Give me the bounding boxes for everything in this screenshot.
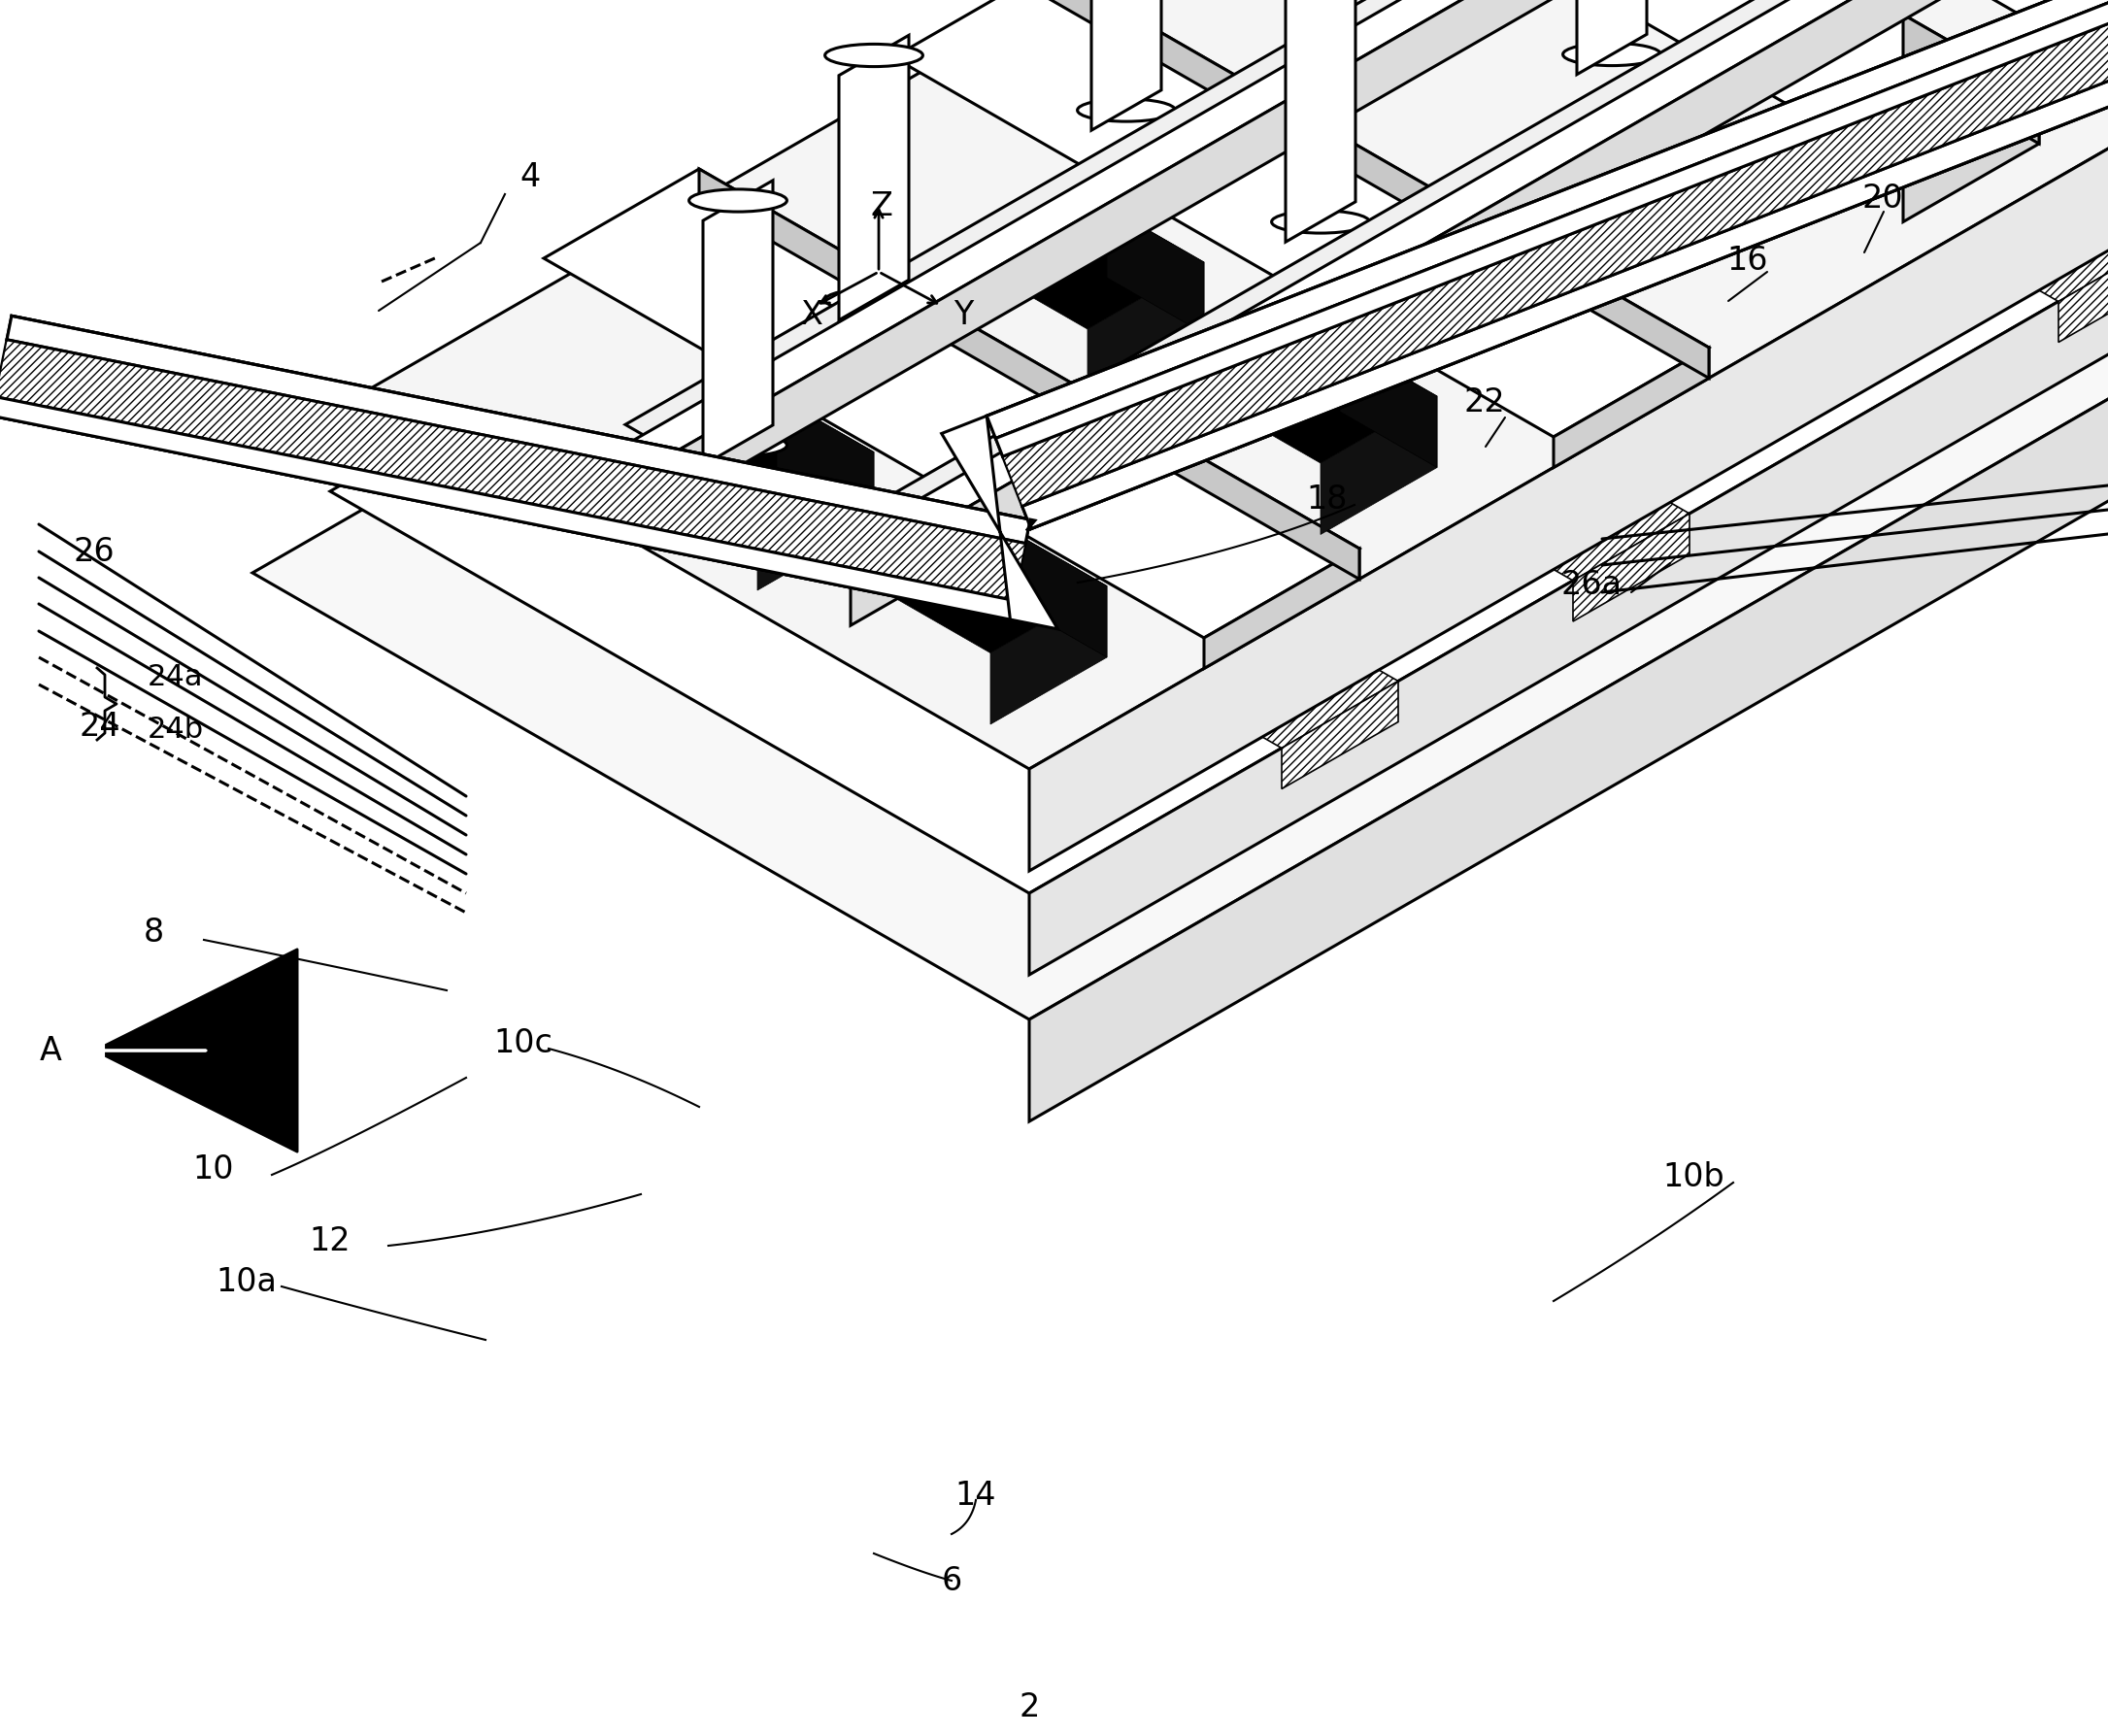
Polygon shape bbox=[1904, 14, 2038, 144]
Polygon shape bbox=[2097, 0, 2108, 31]
Polygon shape bbox=[2030, 217, 2108, 302]
Polygon shape bbox=[987, 0, 2108, 439]
Polygon shape bbox=[894, 0, 1710, 437]
Polygon shape bbox=[656, 0, 2093, 464]
Polygon shape bbox=[2060, 234, 2108, 342]
Polygon shape bbox=[6, 316, 1031, 543]
Polygon shape bbox=[1710, 0, 1844, 109]
Ellipse shape bbox=[689, 189, 786, 212]
Ellipse shape bbox=[689, 434, 786, 457]
Polygon shape bbox=[852, 0, 2108, 575]
Polygon shape bbox=[1027, 519, 1035, 531]
Text: 26: 26 bbox=[74, 535, 114, 568]
Polygon shape bbox=[0, 398, 1014, 620]
Polygon shape bbox=[894, 529, 1107, 653]
Polygon shape bbox=[702, 181, 774, 465]
Ellipse shape bbox=[1562, 43, 1661, 66]
Ellipse shape bbox=[1271, 210, 1370, 233]
Polygon shape bbox=[1088, 262, 1204, 401]
Polygon shape bbox=[1029, 127, 2108, 1121]
Polygon shape bbox=[1048, 0, 1710, 378]
Text: 24: 24 bbox=[80, 710, 120, 743]
Polygon shape bbox=[942, 417, 1058, 628]
Polygon shape bbox=[1807, 0, 2108, 127]
Polygon shape bbox=[852, 0, 2108, 625]
Polygon shape bbox=[626, 0, 2093, 464]
Polygon shape bbox=[757, 451, 875, 590]
Polygon shape bbox=[991, 587, 1107, 724]
Polygon shape bbox=[776, 396, 875, 523]
Text: 14: 14 bbox=[955, 1479, 997, 1512]
Polygon shape bbox=[1029, 0, 2108, 871]
Polygon shape bbox=[1223, 340, 1438, 464]
Polygon shape bbox=[1252, 665, 1398, 748]
Text: 18: 18 bbox=[1307, 484, 1347, 516]
Polygon shape bbox=[1029, 45, 2108, 976]
Polygon shape bbox=[1282, 681, 1398, 788]
Text: 20: 20 bbox=[1861, 182, 1904, 215]
Polygon shape bbox=[1577, 0, 1646, 75]
Ellipse shape bbox=[1077, 99, 1176, 122]
Polygon shape bbox=[1341, 340, 1438, 467]
Polygon shape bbox=[987, 0, 2108, 529]
Polygon shape bbox=[626, 0, 2093, 443]
Polygon shape bbox=[1543, 496, 1689, 580]
Polygon shape bbox=[1022, 66, 2108, 529]
Ellipse shape bbox=[824, 288, 923, 311]
Polygon shape bbox=[839, 35, 909, 319]
Polygon shape bbox=[1204, 549, 1360, 668]
Polygon shape bbox=[1092, 0, 1162, 130]
Polygon shape bbox=[544, 168, 1360, 637]
Text: 22: 22 bbox=[1465, 387, 1505, 418]
Polygon shape bbox=[253, 0, 2108, 1019]
Polygon shape bbox=[995, 0, 2108, 457]
Polygon shape bbox=[2097, 0, 2108, 109]
Text: 4: 4 bbox=[519, 161, 540, 194]
Polygon shape bbox=[660, 396, 875, 519]
Polygon shape bbox=[1573, 0, 1844, 59]
Polygon shape bbox=[1554, 347, 1710, 467]
Polygon shape bbox=[1003, 16, 2108, 507]
Polygon shape bbox=[331, 0, 2108, 894]
Text: 10c: 10c bbox=[493, 1028, 552, 1059]
Polygon shape bbox=[1807, 0, 2108, 45]
Polygon shape bbox=[820, 0, 2108, 554]
Polygon shape bbox=[1904, 92, 2038, 222]
Polygon shape bbox=[1710, 0, 1844, 31]
Polygon shape bbox=[1107, 207, 1204, 333]
Text: A: A bbox=[40, 1035, 61, 1066]
FancyArrowPatch shape bbox=[91, 1042, 207, 1059]
Polygon shape bbox=[1573, 514, 1689, 621]
Text: 24a: 24a bbox=[148, 663, 202, 691]
Polygon shape bbox=[700, 168, 1360, 580]
Text: 26a: 26a bbox=[1562, 569, 1623, 601]
Polygon shape bbox=[1807, 0, 2108, 227]
Text: Z: Z bbox=[871, 189, 894, 222]
Polygon shape bbox=[820, 0, 2108, 575]
Text: 10a: 10a bbox=[215, 1266, 276, 1297]
Text: 12: 12 bbox=[308, 1226, 350, 1257]
Polygon shape bbox=[1320, 396, 1438, 535]
Text: 6: 6 bbox=[942, 1564, 961, 1597]
Text: 8: 8 bbox=[143, 917, 164, 948]
Polygon shape bbox=[1960, 0, 2108, 59]
Text: 2: 2 bbox=[1018, 1691, 1039, 1722]
Ellipse shape bbox=[824, 43, 923, 66]
Polygon shape bbox=[991, 207, 1204, 330]
Polygon shape bbox=[1010, 529, 1107, 658]
Polygon shape bbox=[0, 316, 1031, 620]
Text: Y: Y bbox=[953, 300, 974, 332]
Polygon shape bbox=[1286, 0, 1355, 241]
Text: 16: 16 bbox=[1726, 245, 1769, 276]
Polygon shape bbox=[656, 0, 2093, 514]
Text: 10: 10 bbox=[192, 1154, 234, 1186]
Text: 24b: 24b bbox=[148, 715, 204, 745]
Text: X: X bbox=[801, 300, 822, 332]
Polygon shape bbox=[1767, 14, 2038, 170]
Polygon shape bbox=[369, 0, 2108, 769]
Text: 10b: 10b bbox=[1663, 1161, 1724, 1193]
Polygon shape bbox=[0, 340, 1024, 601]
